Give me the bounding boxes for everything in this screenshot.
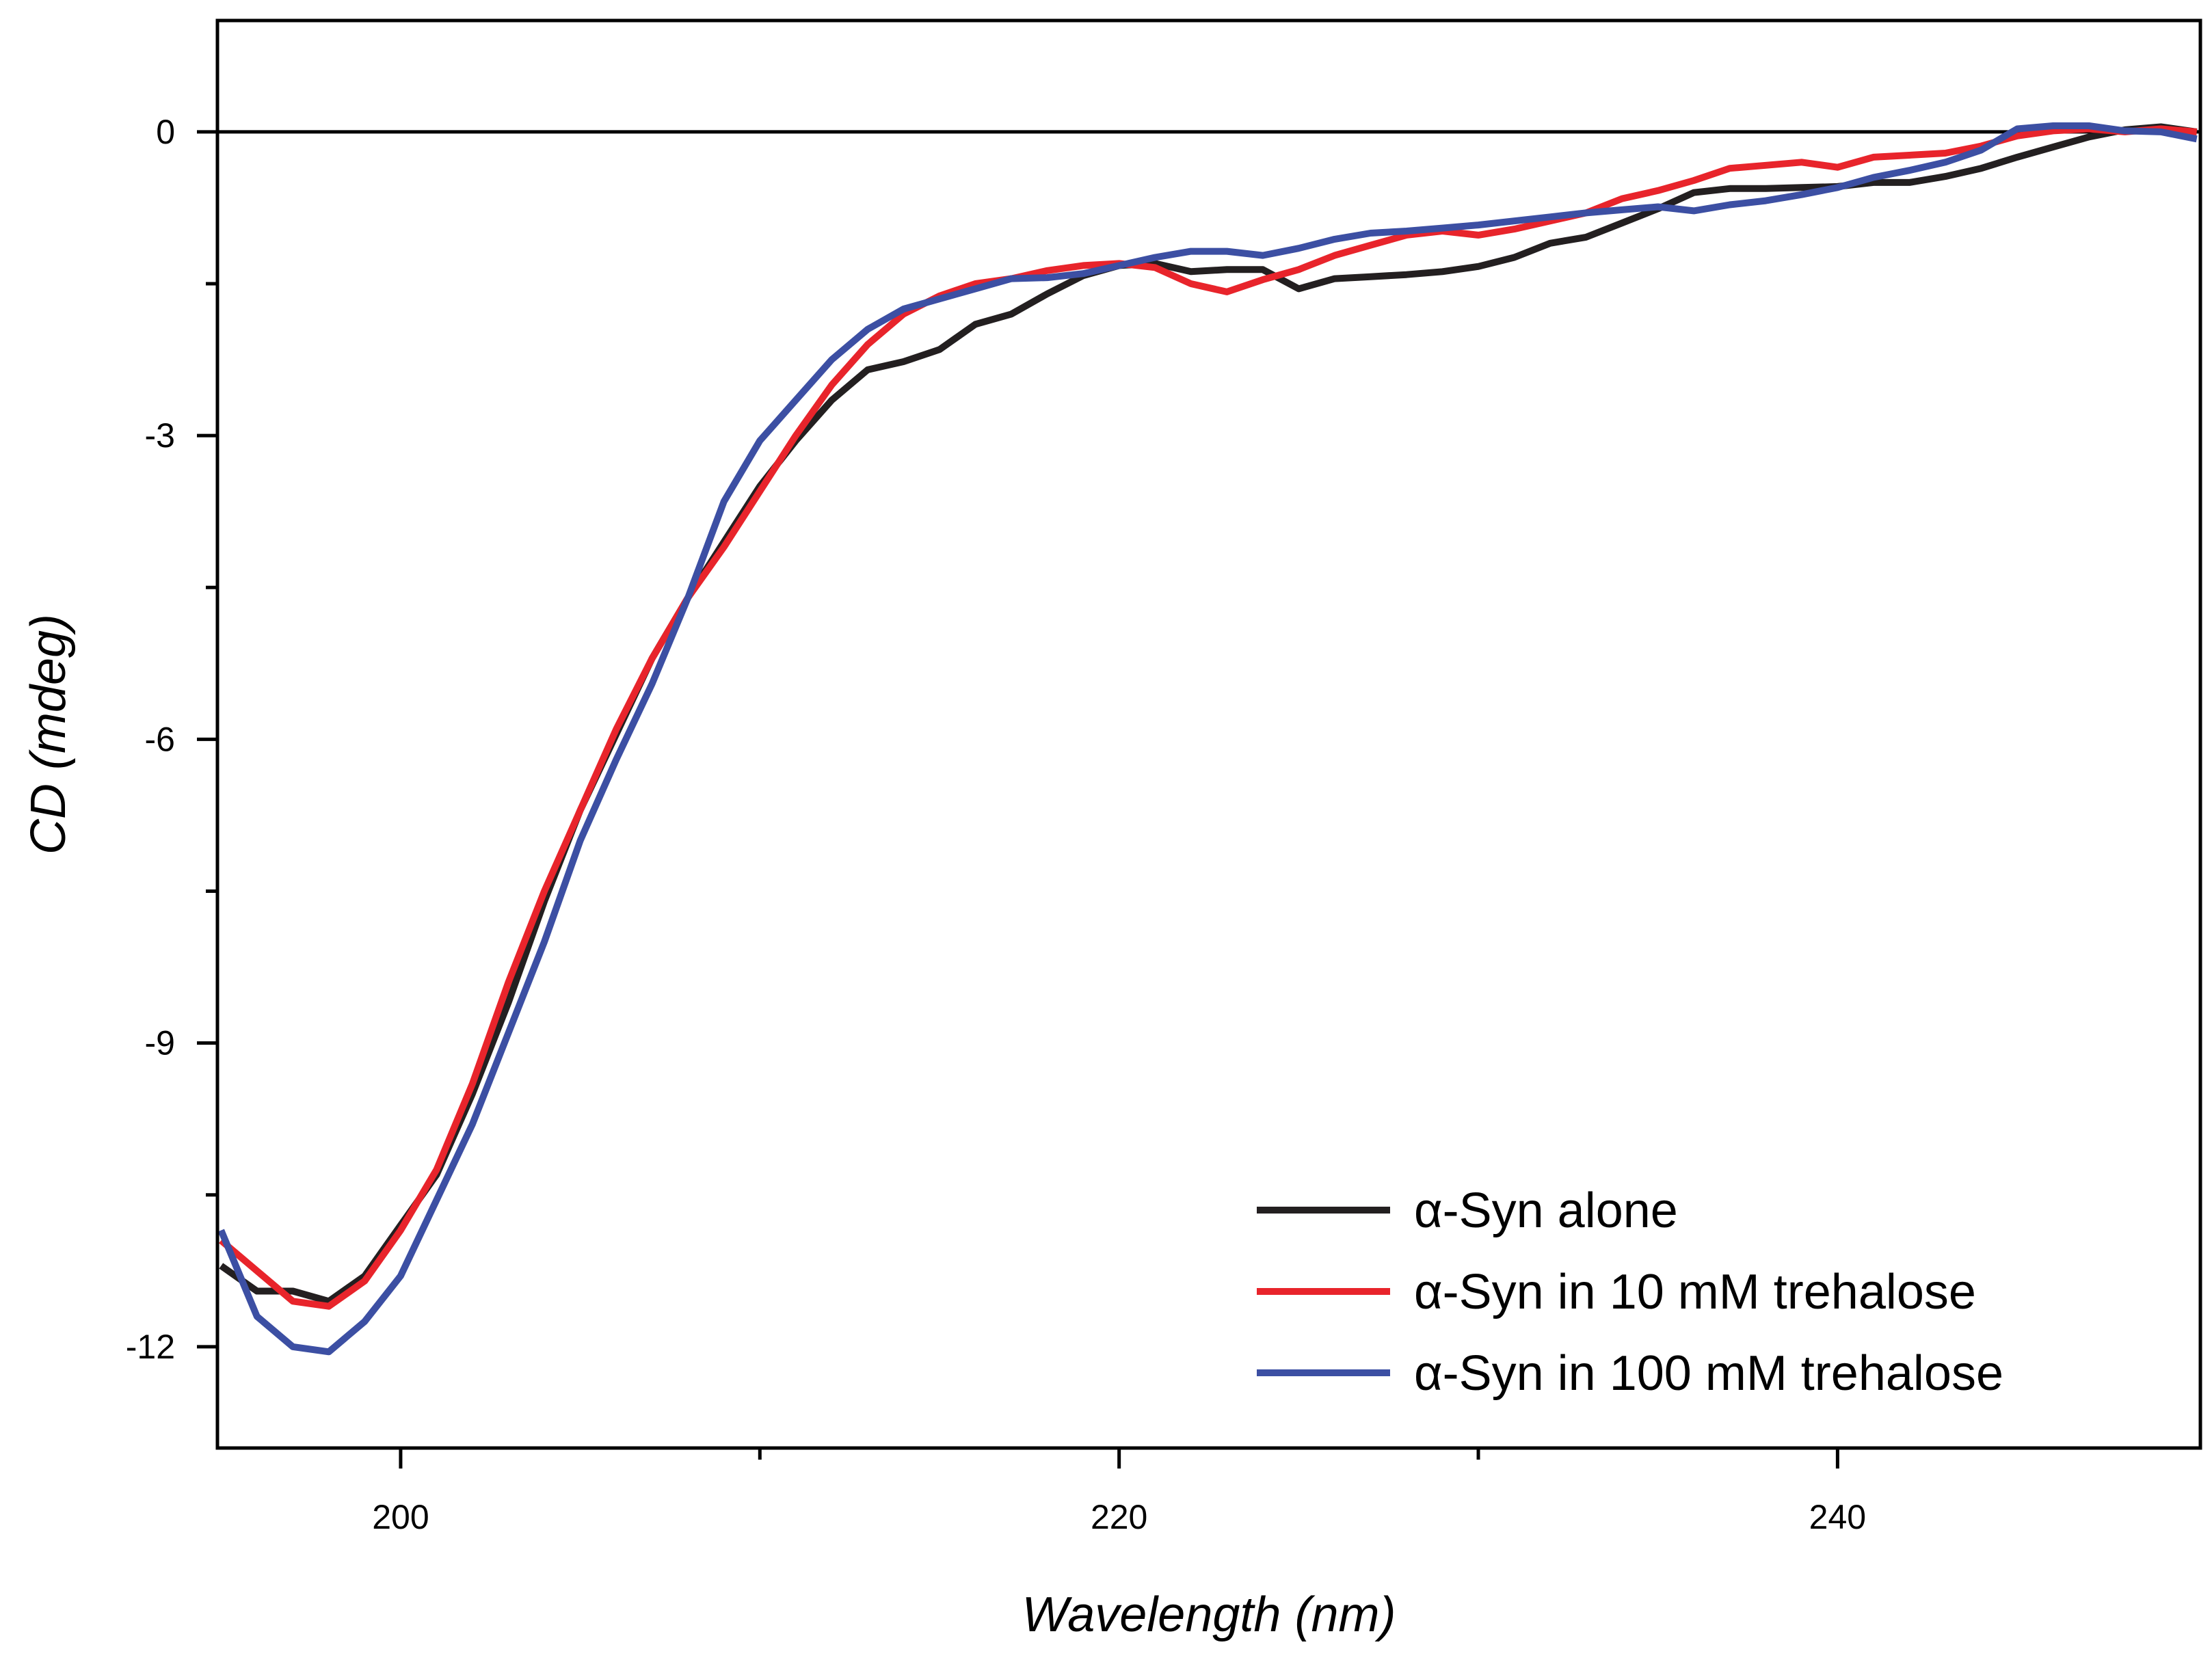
series-layer	[217, 122, 2198, 1356]
y-tick-label: -9	[145, 1024, 175, 1062]
y-tick-label: 0	[156, 113, 175, 151]
tick-label-layer: 200 220 240 0 -3 -6 -9 -12	[126, 113, 1866, 1536]
x-tick-label: 200	[372, 1498, 429, 1536]
y-tick-label: -12	[126, 1328, 175, 1366]
legend-label-2: α-Syn in 10 mM trehalose	[1414, 1265, 1976, 1319]
legend-label-1: α-Syn alone	[1414, 1183, 1678, 1238]
plot-frame	[215, 18, 2202, 1450]
y-tick-label: -6	[145, 720, 175, 758]
series-line-2	[219, 125, 2198, 1310]
y-axis-title: CD (mdeg)	[21, 614, 76, 855]
x-axis-title: Wavelength (nm)	[1022, 1587, 1396, 1642]
x-tick-label: 240	[1809, 1498, 1866, 1536]
legend: α-Syn alone α-Syn in 10 mM trehalose α-Syn…	[1257, 1183, 2003, 1401]
legend-label-3: α-Syn in 100 mM trehalose	[1414, 1346, 2003, 1401]
series-line-3	[217, 122, 2198, 1356]
y-tick-label: -3	[145, 416, 175, 455]
x-tick-label: 220	[1091, 1498, 1147, 1536]
tick-layer	[197, 130, 1839, 1469]
